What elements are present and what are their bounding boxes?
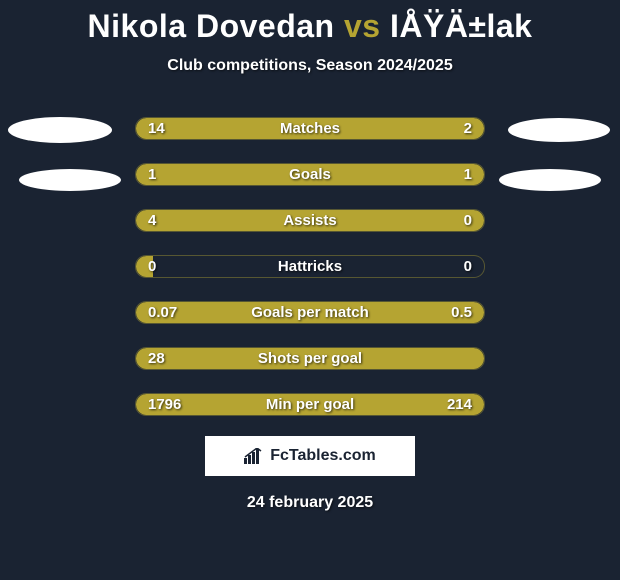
- player1-name: Nikola Dovedan: [88, 8, 335, 44]
- stat-row: 14Matches2: [135, 117, 485, 140]
- stat-row: 1Goals1: [135, 163, 485, 186]
- stat-value-right: 1: [464, 164, 472, 185]
- stat-row: 0Hattricks0: [135, 255, 485, 278]
- chart-area: 14Matches21Goals14Assists00Hattricks00.0…: [0, 117, 620, 416]
- comparison-title: Nikola Dovedan vs IÅŸÄ±lak: [0, 0, 620, 45]
- player2-marker-icon: [499, 169, 601, 191]
- stat-label: Goals: [136, 164, 484, 185]
- stat-row: 4Assists0: [135, 209, 485, 232]
- stat-row: 1796Min per goal214: [135, 393, 485, 416]
- stat-row: 0.07Goals per match0.5: [135, 301, 485, 324]
- stat-value-right: 0: [464, 256, 472, 277]
- brand-chart-icon: [244, 448, 264, 464]
- stat-label: Assists: [136, 210, 484, 231]
- stat-label: Hattricks: [136, 256, 484, 277]
- stat-value-right: 0: [464, 210, 472, 231]
- date-text: 24 february 2025: [0, 494, 620, 512]
- stat-value-right: 214: [447, 394, 472, 415]
- stat-label: Shots per goal: [136, 348, 484, 369]
- stat-label: Matches: [136, 118, 484, 139]
- player2-name: IÅŸÄ±lak: [390, 8, 533, 44]
- player1-marker-icon: [8, 117, 112, 143]
- player1-marker-icon: [19, 169, 121, 191]
- vs-word: vs: [344, 8, 381, 44]
- player2-marker-icon: [508, 118, 610, 142]
- stat-label: Goals per match: [136, 302, 484, 323]
- brand-box: FcTables.com: [205, 436, 415, 476]
- brand-text: FcTables.com: [270, 447, 376, 465]
- stat-label: Min per goal: [136, 394, 484, 415]
- stat-value-right: 2: [464, 118, 472, 139]
- stat-value-right: 0.5: [451, 302, 472, 323]
- subtitle: Club competitions, Season 2024/2025: [0, 57, 620, 75]
- stat-bars: 14Matches21Goals14Assists00Hattricks00.0…: [135, 117, 485, 416]
- stat-row: 28Shots per goal: [135, 347, 485, 370]
